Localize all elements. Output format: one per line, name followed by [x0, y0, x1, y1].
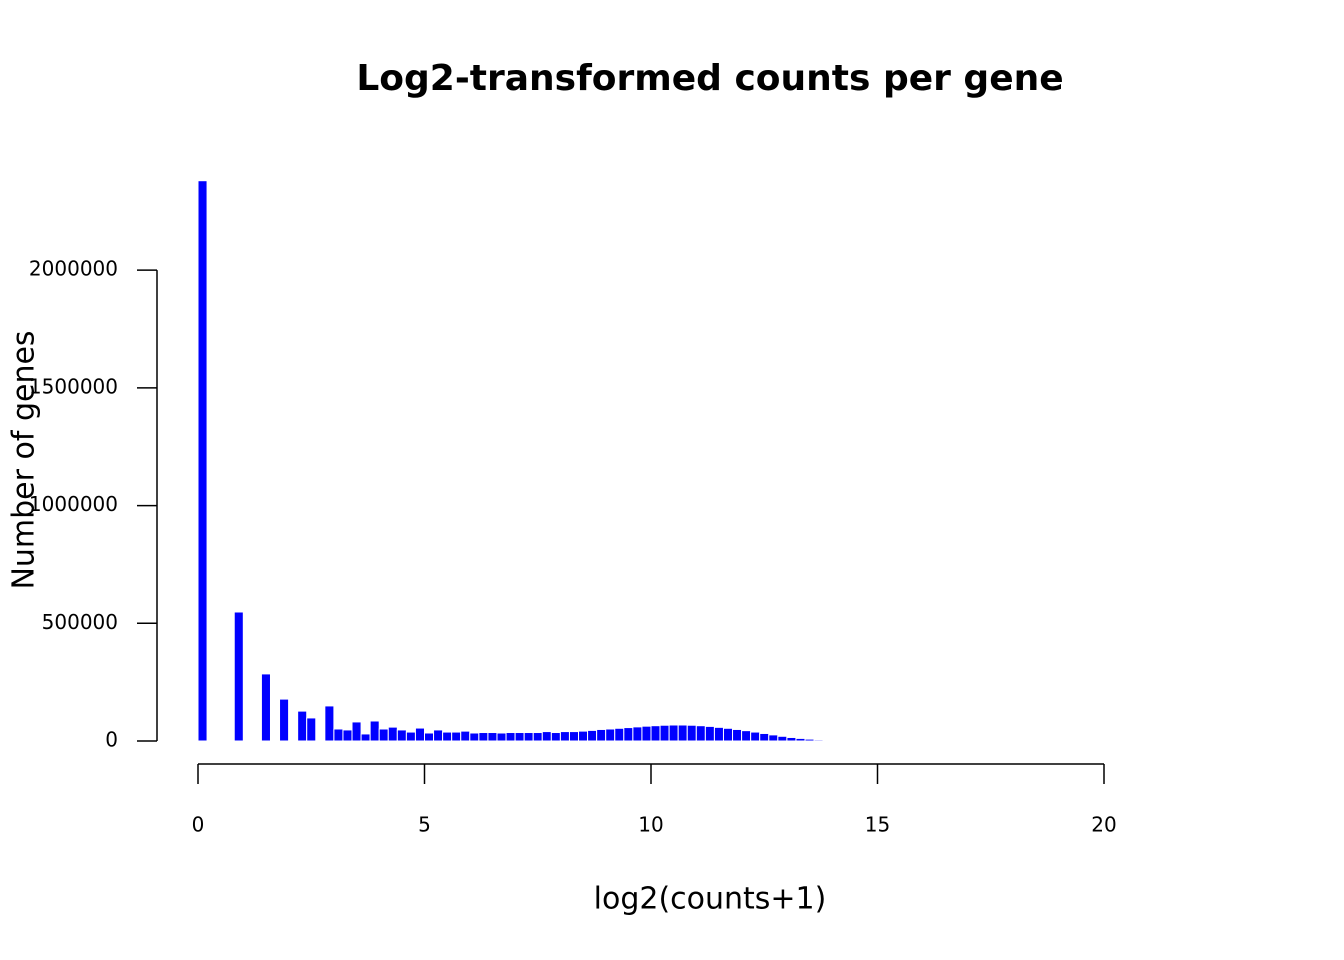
bar — [659, 724, 670, 742]
bar — [496, 732, 507, 742]
bar — [768, 734, 779, 742]
bar — [442, 731, 453, 742]
bar — [559, 731, 570, 742]
bar — [324, 705, 335, 742]
bar — [405, 731, 416, 742]
bar — [197, 180, 208, 742]
bar — [414, 727, 426, 742]
bar — [677, 724, 688, 742]
bar — [713, 726, 724, 742]
bar — [732, 728, 743, 742]
bar — [686, 724, 697, 742]
bar — [396, 729, 407, 742]
bar — [369, 720, 380, 742]
x-tick-label: 15 — [865, 813, 890, 837]
bar — [587, 729, 598, 742]
bar — [650, 725, 661, 742]
bar — [786, 736, 797, 742]
bar — [360, 733, 371, 742]
bar — [306, 717, 317, 742]
bar — [777, 735, 788, 742]
bar — [632, 726, 643, 742]
bar — [469, 732, 480, 742]
bar — [424, 732, 435, 742]
y-tick-label: 2000000 — [29, 257, 118, 281]
bar — [722, 727, 734, 742]
bar — [822, 739, 833, 742]
bar — [279, 698, 290, 742]
bar — [795, 737, 806, 742]
bar — [433, 729, 444, 742]
bar — [297, 710, 308, 742]
bar — [541, 731, 552, 742]
bar — [641, 725, 652, 742]
x-tick-label: 0 — [192, 813, 205, 837]
bar — [578, 730, 589, 742]
y-tick-label: 1000000 — [29, 492, 118, 516]
bar — [550, 732, 561, 742]
x-axis-label: log2(counts+1) — [594, 882, 827, 917]
bar — [460, 730, 471, 742]
bar — [233, 611, 244, 742]
bar — [505, 732, 516, 742]
bar — [387, 726, 398, 742]
bar — [451, 731, 462, 742]
bar — [623, 727, 634, 742]
bar — [514, 732, 525, 742]
bar — [532, 732, 543, 742]
bar — [478, 732, 489, 742]
y-tick-label: 1500000 — [29, 374, 118, 398]
bar — [668, 724, 679, 742]
bar — [351, 721, 362, 742]
bar — [741, 730, 752, 742]
bar — [804, 738, 815, 742]
bar — [759, 732, 770, 742]
bar — [813, 739, 824, 742]
bar — [605, 728, 616, 742]
bar — [704, 725, 715, 742]
y-tick-label: 0 — [105, 728, 118, 752]
bar — [750, 731, 761, 742]
x-tick-label: 10 — [638, 813, 663, 837]
y-tick-label: 500000 — [42, 610, 118, 634]
bar — [596, 728, 607, 742]
x-tick-label: 5 — [418, 813, 431, 837]
y-axis-label: Number of genes — [7, 330, 42, 589]
bar — [523, 732, 534, 742]
bar — [568, 731, 580, 742]
chart-title: Log2-transformed counts per gene — [356, 58, 1063, 99]
bar — [695, 725, 706, 742]
bar — [487, 732, 498, 742]
x-tick-label: 20 — [1091, 813, 1116, 837]
bar — [260, 673, 271, 742]
bar — [378, 728, 389, 742]
bar — [614, 727, 625, 742]
bar — [333, 728, 344, 742]
bar — [342, 729, 353, 742]
